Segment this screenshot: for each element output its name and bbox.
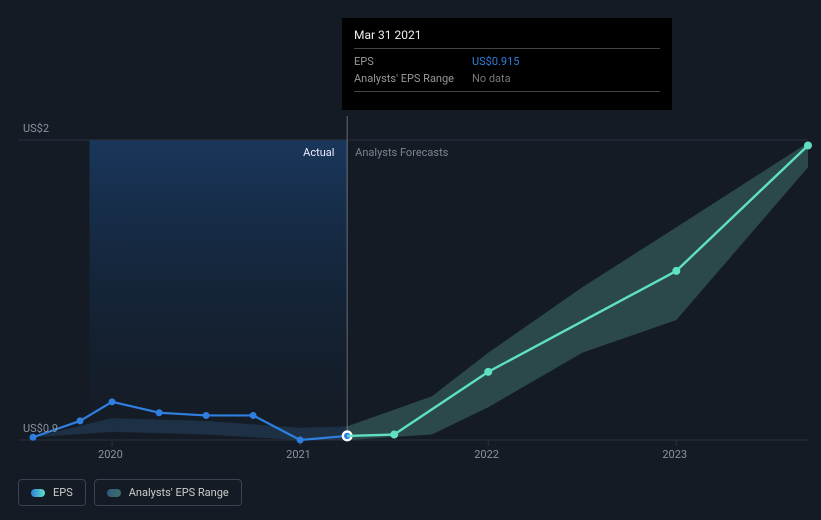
tooltip-row-label: EPS (354, 55, 472, 68)
legend-label: Analysts' EPS Range (129, 486, 229, 499)
legend-label: EPS (53, 486, 73, 499)
legend-swatch-icon (31, 489, 45, 497)
legend-item-eps[interactable]: EPS (18, 479, 86, 506)
x-axis-tick: 2023 (662, 448, 687, 461)
tooltip-row-value: US$0.915 (472, 55, 519, 68)
x-axis-tick: 2021 (286, 448, 311, 461)
legend-item-range[interactable]: Analysts' EPS Range (94, 479, 242, 506)
chart-legend: EPS Analysts' EPS Range (18, 479, 242, 506)
tooltip-row-label: Analysts' EPS Range (354, 72, 472, 85)
legend-swatch-icon (107, 489, 121, 497)
y-axis-label-bottom: US$0.9 (23, 422, 58, 435)
chart-tooltip: Mar 31 2021 EPS US$0.915 Analysts' EPS R… (342, 18, 672, 110)
y-axis-label-top: US$2 (23, 122, 49, 135)
tooltip-row-value: No data (472, 72, 511, 85)
region-label-actual: Actual (303, 146, 334, 159)
tooltip-date: Mar 31 2021 (354, 28, 660, 42)
x-axis-tick: 2020 (98, 448, 123, 461)
eps-forecast-chart: { "chart": { "type": "line-with-band", "… (0, 0, 821, 520)
x-axis-tick: 2022 (474, 448, 499, 461)
region-label-forecast: Analysts Forecasts (355, 146, 448, 159)
